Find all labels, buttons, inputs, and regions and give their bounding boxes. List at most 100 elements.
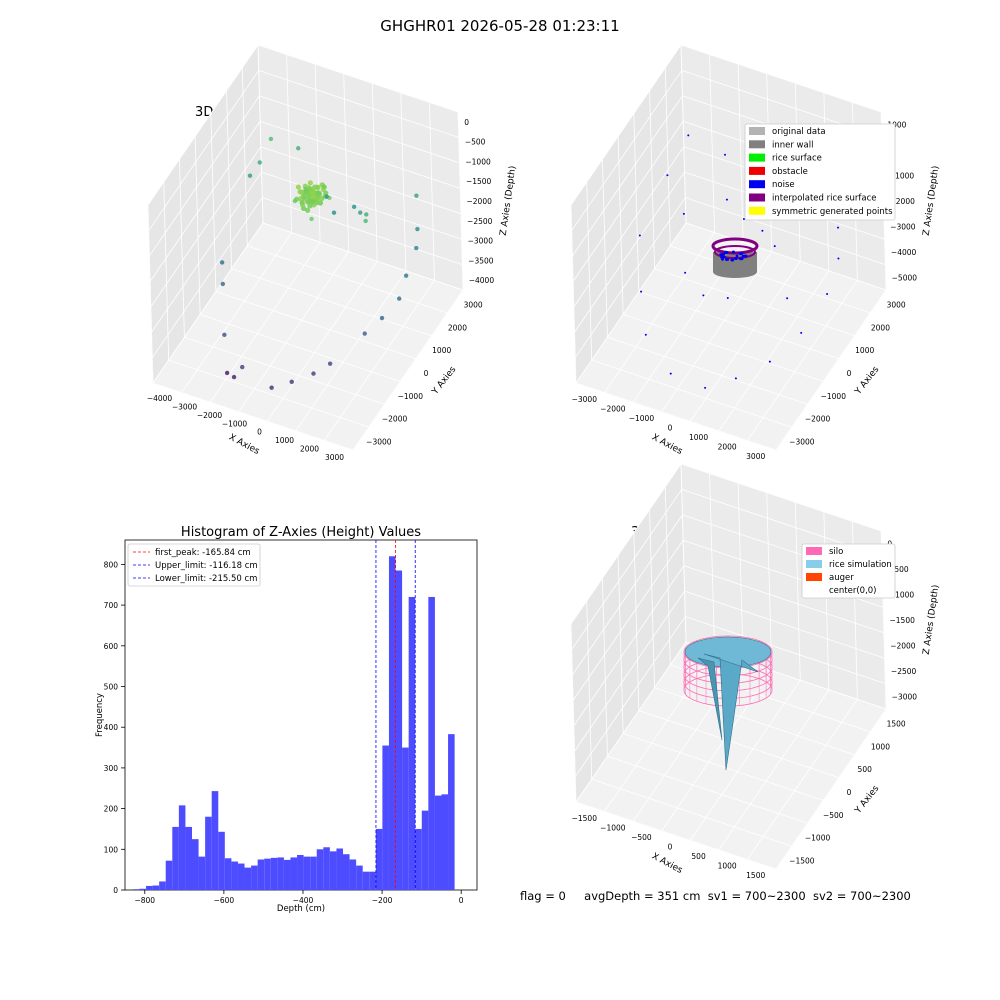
raw-ytick: 3000 [464, 300, 483, 309]
raw-grid [151, 171, 262, 333]
classify-ztick: −3000 [890, 222, 916, 231]
hist-bar [257, 859, 265, 890]
sim-ytick: 1500 [887, 719, 906, 728]
classify-noise-point [768, 360, 771, 363]
raw-grid [262, 197, 463, 265]
raw-xtick: −4000 [147, 394, 173, 403]
hist-bar [434, 795, 442, 890]
raw-ytick: −3000 [366, 438, 392, 447]
hist-bar [277, 857, 284, 890]
hist-ytick: 800 [104, 560, 119, 569]
hist-legend [127, 543, 261, 587]
raw-ztick: −2500 [467, 217, 493, 226]
sim-grid [684, 590, 885, 659]
hist-bar [198, 856, 206, 890]
classify-grid [689, 261, 801, 422]
classify-xtick: −2000 [600, 404, 626, 413]
classify-noise-point [735, 254, 739, 258]
hist-bar [323, 847, 330, 890]
raw-point [305, 198, 311, 205]
classify-ztick: −2000 [890, 197, 916, 206]
raw-grid [260, 120, 461, 189]
raw-point [292, 198, 298, 204]
status-sv2: sv2 = 700~2300 [812, 889, 911, 903]
sim-grid [570, 623, 577, 803]
raw-ztick: −2000 [467, 197, 493, 206]
raw-point [295, 184, 301, 190]
raw-grid [238, 251, 350, 412]
sim-zlabel: Z Axies (Depth) [922, 584, 942, 655]
raw-point [307, 203, 313, 209]
hist-ytick: 500 [104, 683, 119, 692]
classify-noise-point [738, 257, 742, 261]
sim-legend-label: center(0,0) [829, 586, 877, 596]
classify-grid [685, 197, 886, 265]
raw-grid [194, 136, 201, 315]
classify-noise-point [741, 254, 745, 258]
classify-legend-label: inner wall [772, 140, 813, 150]
raw-point [379, 315, 385, 321]
sim-legend-label: rice simulation [829, 560, 892, 570]
raw-grid [247, 245, 448, 314]
hist-bar [297, 855, 304, 890]
hist-bar [172, 826, 179, 890]
raw-xtick: −3000 [172, 403, 198, 412]
hist-bar [428, 596, 435, 890]
sim-grid [775, 708, 887, 870]
hist-bar [402, 747, 409, 890]
sim-grid [638, 710, 839, 778]
classify-interpolated-surface [711, 237, 759, 255]
status-avg-depth: avgDepth = 351 cm [584, 889, 701, 903]
classify-noise-point [734, 377, 737, 380]
hist-bar [421, 810, 429, 890]
raw-ztick: −500 [465, 138, 486, 147]
hist-bar [290, 857, 298, 890]
sim-grid [617, 555, 624, 734]
sim-legend [801, 543, 896, 599]
classify-noise-point [722, 253, 726, 256]
raw-grid [343, 73, 350, 252]
hist-bar [349, 859, 357, 890]
classify-noise-point [682, 212, 685, 215]
sim-grid [718, 689, 830, 851]
hist-bar [369, 871, 376, 890]
hist-bar [132, 889, 140, 890]
sim-grid [633, 532, 640, 711]
classify-noise-point [726, 297, 729, 300]
hist-ytick: 0 [113, 886, 118, 895]
classify-noise-point [786, 297, 789, 300]
hist-bar [329, 851, 337, 890]
raw-zlabel: Z Axies (Depth) [499, 165, 519, 236]
classify-legend-label: obstacle [772, 167, 808, 177]
hist-bar [375, 828, 383, 890]
classify-noise-point [725, 198, 728, 201]
raw-point [331, 210, 337, 215]
raw-grid [210, 113, 217, 292]
raw-xtick: −1000 [222, 419, 248, 428]
hist-legend-label: first_peak: -165.84 cm [155, 548, 251, 558]
raw-point [289, 379, 294, 384]
sim-grid [591, 778, 792, 847]
hist-bar [251, 865, 258, 890]
hist-bar [218, 831, 225, 890]
classify-xlabel: X Axies [650, 433, 684, 458]
raw-point [303, 186, 308, 192]
raw-grid [231, 268, 432, 337]
classify-grid [602, 159, 608, 338]
classify-grid [591, 359, 792, 428]
raw-grid [226, 90, 232, 269]
hist-bar [336, 848, 344, 890]
classify-ytick: 2000 [871, 323, 890, 332]
raw-grid [184, 336, 385, 405]
sim-grid [680, 463, 687, 643]
hist-bar [159, 881, 166, 890]
figure-title: GHGHR01 2026-05-28 01:23:11 [380, 17, 620, 35]
sim-grid [586, 601, 593, 780]
raw-grid [200, 314, 401, 382]
sim-xlabel: X Axies [650, 852, 684, 877]
raw-grid [149, 121, 261, 282]
classify-legend-label: symmetric generated points [772, 207, 893, 217]
sim-grid [689, 680, 801, 841]
sim-ytick: 1000 [871, 742, 890, 751]
raw-grid [147, 44, 259, 206]
